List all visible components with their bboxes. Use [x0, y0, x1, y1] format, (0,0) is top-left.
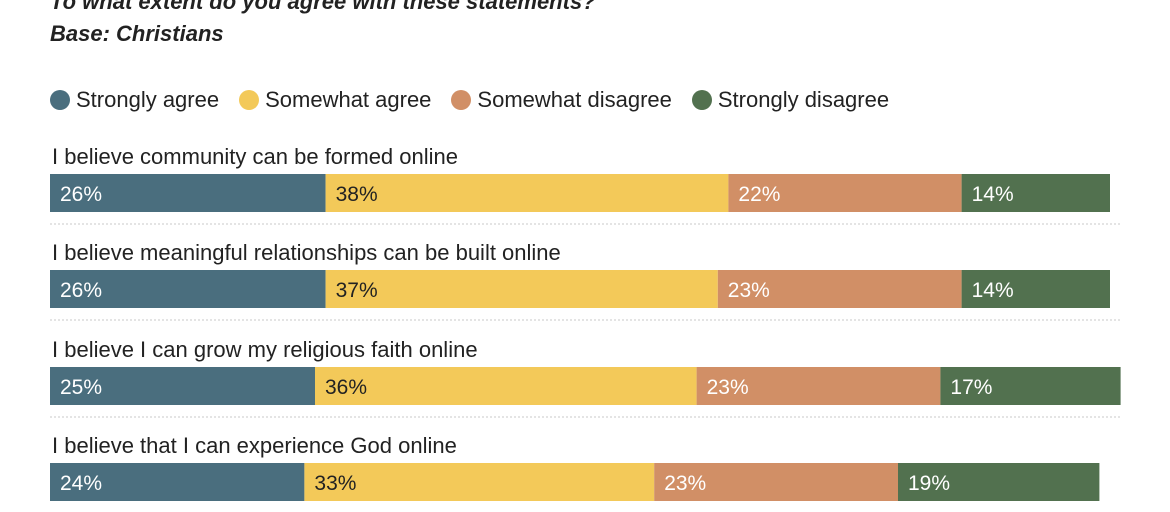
data-label-somewhat-agree-row-2: 37%	[336, 279, 378, 302]
data-label-somewhat-disagree-row-1: 22%	[738, 183, 780, 206]
row-label-3: I believe I can grow my religious faith …	[52, 337, 478, 362]
data-label-somewhat-disagree-row-2: 23%	[728, 279, 770, 302]
data-label-somewhat-agree-row-4: 33%	[314, 472, 356, 495]
legend-swatch-somewhat-disagree	[451, 90, 472, 110]
legend-label-somewhat-disagree: Somewhat disagree	[477, 87, 672, 112]
data-label-strongly-agree-row-2: 26%	[60, 279, 102, 302]
chart-subtitle: Base: Christians	[50, 21, 224, 46]
data-label-strongly-agree-row-3: 25%	[60, 376, 102, 399]
data-label-somewhat-disagree-row-4: 23%	[664, 472, 706, 495]
legend-label-strongly-disagree: Strongly disagree	[717, 87, 890, 112]
data-label-somewhat-disagree-row-3: 23%	[707, 376, 749, 399]
row-label-1: I believe community can be formed online	[52, 144, 458, 169]
legend-swatch-strongly-disagree	[691, 90, 712, 110]
legend: Strongly agree Somewhat agree Somewhat d…	[50, 86, 909, 114]
legend-item-somewhat-disagree: Somewhat disagree	[451, 86, 672, 114]
data-label-strongly-agree-row-1: 26%	[60, 183, 102, 206]
legend-item-strongly-agree: Strongly agree	[50, 86, 219, 114]
bar-segment-strongly-agree-row-2	[50, 270, 326, 308]
row-label-4: I believe that I can experience God onli…	[52, 433, 457, 458]
bar-segment-strongly-disagree-row-2	[961, 270, 1110, 308]
data-label-strongly-disagree-row-1: 14%	[972, 183, 1014, 206]
chart-title: To what extent do you agree with these s…	[50, 0, 596, 14]
data-label-strongly-agree-row-4: 24%	[60, 472, 102, 495]
legend-swatch-strongly-agree	[50, 90, 70, 110]
legend-label-somewhat-agree: Somewhat agree	[265, 87, 432, 112]
bar-segment-somewhat-disagree-row-4	[654, 463, 898, 501]
data-label-somewhat-agree-row-1: 38%	[336, 183, 378, 206]
row-label-2: I believe meaningful relationships can b…	[52, 240, 561, 265]
bar-segment-strongly-agree-row-4	[50, 463, 305, 501]
bar-segment-somewhat-disagree-row-1	[728, 174, 962, 212]
legend-item-somewhat-agree: Somewhat agree	[239, 86, 431, 114]
legend-swatch-somewhat-agree	[239, 90, 260, 110]
bar-segment-somewhat-disagree-row-3	[696, 367, 941, 405]
bar-segment-strongly-disagree-row-4	[898, 463, 1100, 501]
data-label-strongly-disagree-row-4: 19%	[908, 472, 950, 495]
bar-segment-somewhat-agree-row-3	[315, 367, 697, 405]
bar-segment-strongly-disagree-row-3	[940, 367, 1121, 405]
bar-segment-strongly-agree-row-3	[50, 367, 315, 405]
bar-segment-somewhat-agree-row-4	[304, 463, 655, 501]
bar-segment-somewhat-agree-row-2	[325, 270, 718, 308]
bar-segment-somewhat-disagree-row-2	[717, 270, 962, 308]
data-label-strongly-disagree-row-2: 14%	[972, 279, 1014, 302]
bar-segment-strongly-disagree-row-1	[961, 174, 1110, 212]
legend-label-strongly-agree: Strongly agree	[76, 87, 220, 112]
bar-segment-somewhat-agree-row-1	[325, 174, 729, 212]
bar-segment-strongly-agree-row-1	[50, 174, 326, 212]
data-label-strongly-disagree-row-3: 17%	[950, 376, 992, 399]
legend-item-strongly-disagree: Strongly disagree	[691, 86, 890, 114]
data-label-somewhat-agree-row-3: 36%	[325, 376, 367, 399]
